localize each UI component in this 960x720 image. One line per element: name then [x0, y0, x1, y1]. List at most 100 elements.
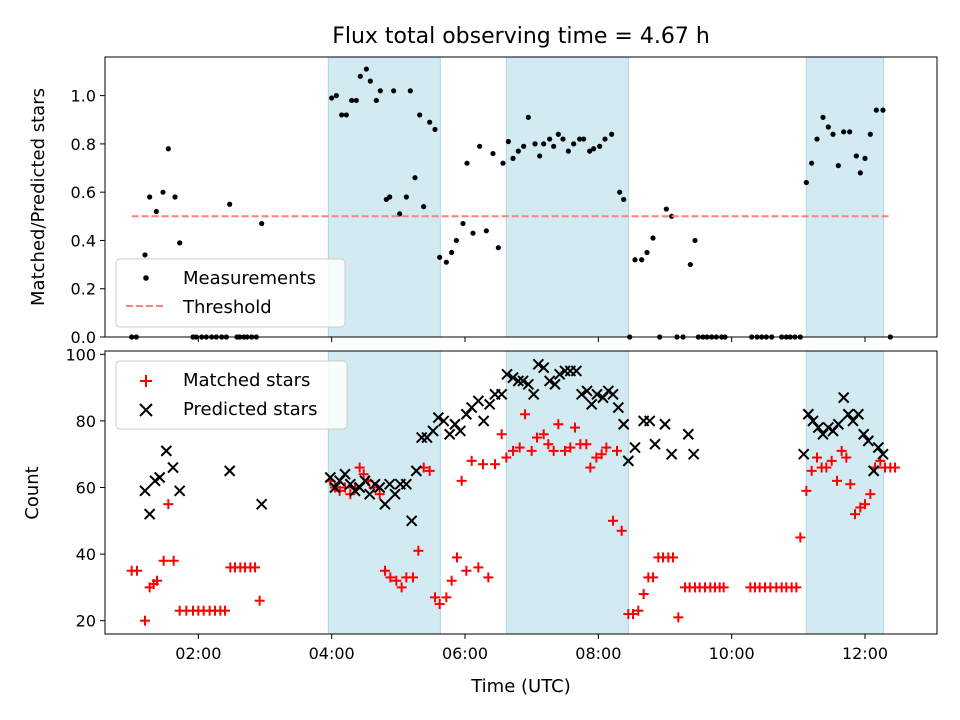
measurement-point — [841, 129, 847, 135]
top-axes-frame — [104, 56, 938, 338]
matched-star-point — [254, 595, 265, 606]
measurement-point — [495, 245, 501, 251]
predicted-star-point — [153, 471, 166, 484]
measurement-point — [403, 194, 409, 200]
predicted-star-point — [527, 388, 540, 400]
top-shaded-interval — [327, 56, 441, 338]
predicted-star-point — [495, 388, 508, 400]
matched-star-point — [391, 575, 402, 586]
measurement-point — [692, 237, 698, 244]
bottom-panel: 02:00 04:00 06:00 08:00 10:00 12:00 20 40 60 80 10… — [22, 345, 938, 697]
matched-star-point — [836, 445, 847, 456]
measurement-point — [165, 146, 171, 152]
top-ylabel: Matched/Predicted stars — [28, 88, 49, 306]
predicted-star-point — [339, 468, 351, 480]
predicted-star-point — [501, 368, 513, 381]
matched-star-point — [890, 462, 900, 473]
measurement-point — [873, 107, 879, 113]
measurement-point — [825, 124, 831, 130]
bottom-y-tick-label: 100 — [65, 345, 96, 364]
predicted-star-point — [477, 415, 490, 427]
bottom-x-tick-label: 08:00 — [575, 644, 621, 663]
matched-star-point — [585, 462, 596, 473]
bottom-legend-box — [115, 360, 348, 430]
predicted-star-point — [359, 475, 371, 487]
measurement-point — [453, 237, 459, 244]
matched-star-point — [374, 489, 385, 500]
bottom-ylabel: Count — [22, 466, 43, 519]
bottom-x-tick-label: 04:00 — [309, 644, 355, 663]
predicted-star-point — [643, 415, 656, 427]
predicted-star-point — [427, 425, 439, 437]
measurement-point — [577, 136, 583, 142]
matched-star-point — [718, 582, 729, 593]
matched-star-point — [526, 445, 537, 456]
measurement-point — [363, 66, 369, 72]
measurement-point — [353, 97, 359, 104]
predicted-star-point — [867, 465, 880, 477]
matched-star-point — [795, 532, 806, 543]
measurement-point — [417, 112, 423, 118]
matched-star-point — [478, 459, 488, 470]
measurement-point — [639, 257, 645, 263]
predicted-star-point — [443, 428, 456, 440]
measurement-point — [505, 138, 511, 145]
matched-star-point — [865, 489, 876, 500]
bottom-x-tick-label: 02:00 — [175, 644, 221, 663]
bottom-y-tick-label: 80 — [76, 412, 96, 431]
predicted-star-point — [223, 465, 236, 477]
predicted-star-point — [173, 485, 186, 497]
predicted-star-point — [877, 448, 889, 460]
matched-star-point — [250, 562, 260, 573]
measurement-point — [621, 196, 627, 203]
top-y-tick-label: 0.8 — [71, 135, 96, 154]
predicted-star-point — [373, 481, 386, 494]
bottom-y-tick-label: 60 — [76, 479, 96, 498]
predicted-star-point — [379, 498, 391, 510]
measurement-point — [541, 141, 547, 147]
matched-star-point — [841, 452, 852, 463]
measurement-point — [329, 95, 335, 101]
legend-threshold-label: Threshold — [182, 297, 272, 318]
predicted-star-point — [543, 375, 556, 387]
matched-star-point — [452, 552, 462, 563]
top-legend: Measurements Threshold — [115, 258, 346, 328]
predicted-star-point — [167, 461, 179, 474]
bottom-x-tick-label: 06:00 — [442, 644, 488, 663]
predicted-star-point — [344, 478, 357, 490]
matched-star-point — [220, 605, 230, 616]
bottom-x-tick-label: 12:00 — [842, 644, 888, 663]
measurement-point — [333, 93, 339, 99]
measurement-point — [880, 107, 886, 113]
measurement-point — [387, 194, 393, 200]
matched-star-point — [456, 475, 467, 486]
matched-star-point — [543, 439, 554, 450]
legend-matched-marker — [140, 375, 152, 387]
predicted-star-point — [581, 385, 593, 397]
predicted-star-point — [383, 478, 396, 490]
matched-star-point — [570, 422, 580, 433]
measurement-point — [432, 126, 438, 133]
matched-star-point — [560, 445, 570, 456]
matched-star-point — [473, 562, 484, 573]
measurement-point — [483, 228, 489, 234]
measurement-point — [687, 261, 693, 268]
matched-star-point — [501, 452, 512, 463]
matched-star-point — [508, 445, 518, 456]
predicted-star-point — [797, 448, 810, 460]
bottom-shaded-interval — [505, 350, 629, 635]
matched-star-point — [152, 575, 162, 586]
top-y-tick-label: 0.0 — [71, 328, 96, 347]
top-y-tick-label: 0.4 — [71, 231, 96, 250]
matched-star-point — [430, 592, 440, 603]
measurement-point — [464, 160, 470, 166]
matched-star-point — [424, 465, 435, 476]
matched-star-point — [832, 475, 842, 486]
measurement-point — [377, 88, 383, 94]
matched-star-point — [581, 439, 592, 450]
matched-star-point — [591, 452, 602, 463]
bottom-legend: Matched stars Predicted stars — [115, 360, 348, 430]
predicted-star-point — [585, 398, 598, 410]
measurement-point — [867, 131, 873, 137]
matched-star-point — [466, 455, 477, 466]
